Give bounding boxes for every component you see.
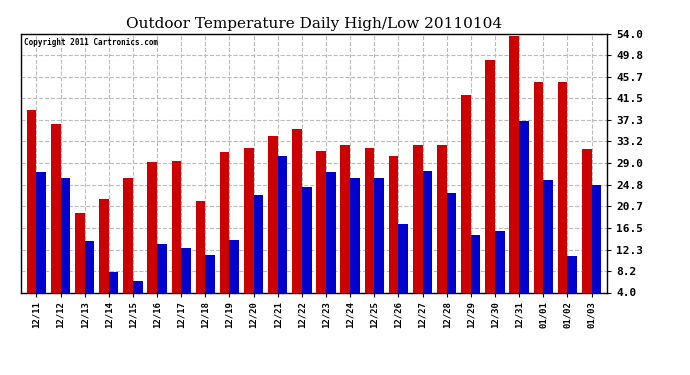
Bar [254,195,264,313]
Bar [413,145,422,313]
Bar [124,178,133,313]
Bar [316,151,326,313]
Bar [196,201,206,313]
Bar [543,180,553,313]
Bar [293,129,302,313]
Bar [471,235,480,313]
Bar [350,178,359,313]
Bar [519,121,529,313]
Text: Copyright 2011 Cartronics.com: Copyright 2011 Cartronics.com [23,38,158,46]
Bar [302,187,312,313]
Bar [109,272,119,313]
Bar [364,148,374,313]
Bar [398,224,408,313]
Bar [157,244,167,313]
Bar [51,124,61,313]
Bar [591,185,601,313]
Bar [558,82,567,313]
Bar [509,36,519,313]
Bar [278,156,288,313]
Bar [85,241,95,313]
Bar [37,172,46,313]
Bar [374,178,384,313]
Bar [133,280,143,313]
Bar [422,171,432,313]
Bar [567,256,577,313]
Bar [268,136,278,313]
Bar [244,148,254,313]
Bar [437,145,446,313]
Bar [27,110,37,313]
Bar [148,162,157,313]
Bar [485,60,495,313]
Title: Outdoor Temperature Daily High/Low 20110104: Outdoor Temperature Daily High/Low 20110… [126,17,502,31]
Bar [230,240,239,313]
Bar [206,255,215,313]
Bar [75,213,85,313]
Bar [99,200,109,313]
Bar [582,148,591,313]
Bar [495,231,504,313]
Bar [172,160,181,313]
Bar [388,156,398,313]
Bar [340,145,350,313]
Bar [181,248,191,313]
Bar [446,193,456,313]
Bar [220,152,230,313]
Bar [326,172,335,313]
Bar [533,82,543,313]
Bar [461,95,471,313]
Bar [61,178,70,313]
